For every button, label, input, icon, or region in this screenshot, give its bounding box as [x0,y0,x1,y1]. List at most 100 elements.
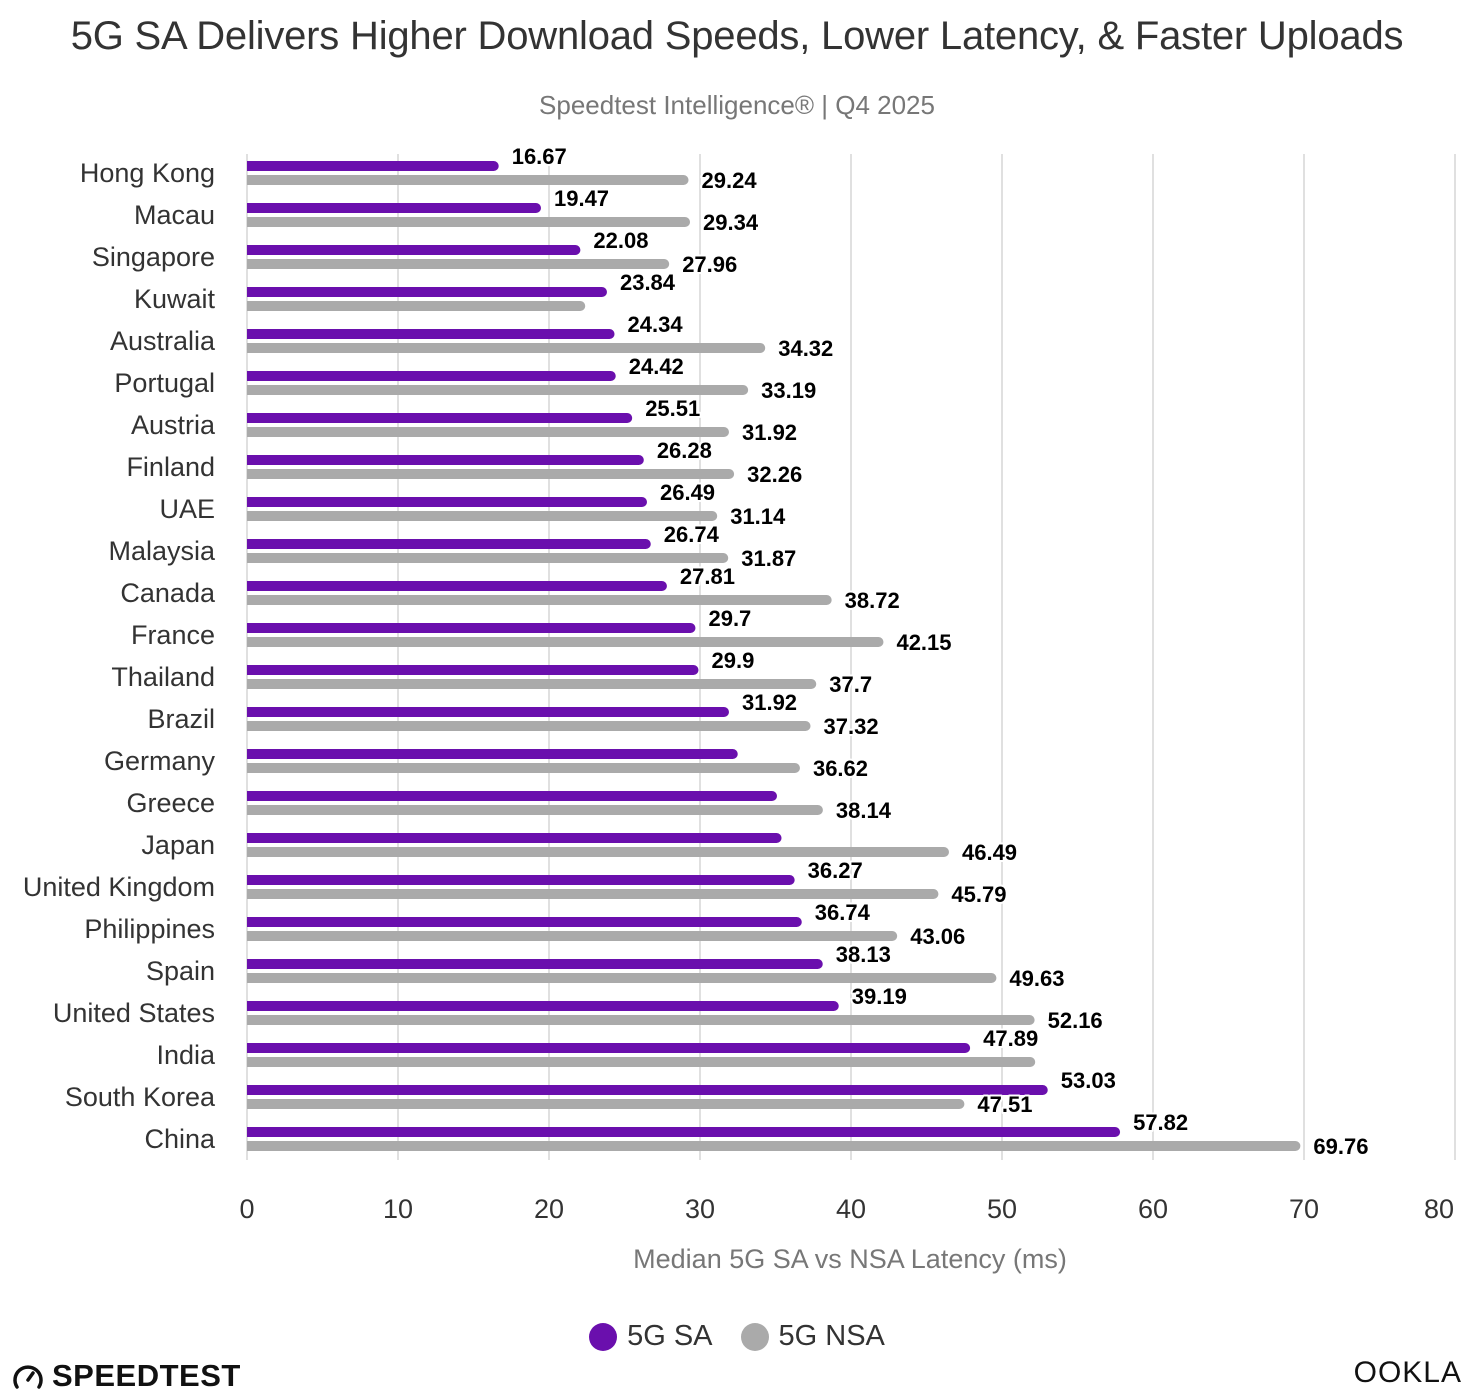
category-label: Austria [131,410,216,440]
bar-5g-sa[interactable] [247,1085,1048,1095]
speedometer-icon [13,1365,43,1389]
bar-5g-sa[interactable] [247,539,651,549]
category-label: Hong Kong [80,158,215,188]
bar-5g-sa[interactable] [247,287,607,297]
bar-5g-nsa[interactable] [247,679,817,689]
bar-5g-nsa-base [247,301,257,311]
bar-5g-sa[interactable] [247,1043,971,1053]
bar-5g-nsa[interactable] [247,217,691,227]
bar-5g-nsa-base [247,931,257,941]
value-label: 43.06 [910,924,965,949]
category-label: Philippines [84,914,215,944]
category-labels: Hong Kong Macau Singapore Kuwait Australia Po… [23,158,216,1154]
bar-5g-nsa[interactable] [247,889,939,899]
bar-5g-sa-base [247,1043,257,1053]
bar-5g-nsa[interactable] [247,511,718,521]
bar-5g-sa[interactable] [247,455,644,465]
bar-5g-sa[interactable] [247,413,633,423]
bar-5g-sa-base [247,455,257,465]
x-tick-label: 10 [383,1194,413,1224]
legend-marker-5g-sa-icon [589,1322,618,1351]
bar-5g-nsa-base [247,805,257,815]
category-label: Portugal [114,368,215,398]
x-tick-label: 70 [1289,1194,1319,1224]
x-tick-label: 20 [534,1194,564,1224]
value-label: 33.19 [761,378,816,403]
value-label: 29.24 [702,168,758,193]
bar-5g-sa[interactable] [247,917,802,927]
bar-5g-nsa[interactable] [247,301,586,311]
bar-5g-nsa[interactable] [247,847,949,857]
legend-item-5g-sa[interactable]: 5G SA [589,1320,713,1353]
x-tick-label: 0 [239,1194,254,1224]
bar-5g-sa[interactable] [247,203,541,213]
bar-5g-sa-base [247,329,257,339]
bar-5g-nsa[interactable] [247,553,729,563]
bar-5g-sa[interactable] [247,665,699,675]
bar-5g-nsa[interactable] [247,721,811,731]
x-axis-title: Median 5G SA vs NSA Latency (ms) [633,1244,1067,1274]
bar-5g-sa-base [247,917,257,927]
bar-5g-nsa[interactable] [247,427,729,437]
category-label: Thailand [111,662,215,692]
bar-5g-nsa[interactable] [247,931,898,941]
value-label: 26.28 [657,438,712,463]
bar-5g-sa[interactable] [247,371,616,381]
bar-5g-sa-base [247,539,257,549]
bar-5g-sa[interactable] [247,1001,839,1011]
bar-5g-sa-base [247,203,257,213]
bar-5g-sa[interactable] [247,707,729,717]
bar-5g-sa-base [247,833,257,843]
value-label: 29.34 [703,210,759,235]
bar-5g-nsa[interactable] [247,1057,1036,1067]
bar-5g-sa-base [247,1085,257,1095]
bar-5g-nsa[interactable] [247,1099,965,1109]
bar-5g-sa-base [247,287,257,297]
bar-5g-nsa[interactable] [247,259,670,269]
bar-5g-sa[interactable] [247,581,667,591]
category-label: Kuwait [134,284,216,314]
legend-item-5g-nsa[interactable]: 5G NSA [740,1320,885,1353]
bar-5g-sa-base [247,581,257,591]
bar-5g-sa[interactable] [247,161,499,171]
value-label: 69.76 [1313,1134,1368,1159]
bar-5g-sa-base [247,1127,257,1137]
bar-5g-nsa[interactable] [247,469,735,479]
bar-5g-sa[interactable] [247,791,778,801]
value-label: 36.62 [813,756,868,781]
bar-5g-sa[interactable] [247,749,738,759]
bar-5g-nsa[interactable] [247,637,884,647]
bar-5g-nsa-base [247,1015,257,1025]
value-label: 37.32 [824,714,879,739]
value-label: 34.32 [778,336,833,361]
bar-5g-nsa[interactable] [247,973,997,983]
bar-5g-sa[interactable] [247,329,615,339]
bar-5g-nsa[interactable] [247,805,823,815]
bar-5g-sa[interactable] [247,497,647,507]
bar-5g-nsa[interactable] [247,763,800,773]
bar-5g-nsa[interactable] [247,385,749,395]
bar-5g-nsa[interactable] [247,1141,1301,1151]
ookla-logo: OOKLA [1353,1356,1462,1389]
bar-5g-sa[interactable] [247,875,795,885]
bar-5g-nsa[interactable] [247,343,766,353]
bar-5g-sa-base [247,875,257,885]
value-label: 16.67 [512,144,567,169]
category-label: Canada [120,578,216,608]
bar-5g-sa[interactable] [247,1127,1121,1137]
bar-5g-nsa[interactable] [247,175,689,185]
bar-5g-nsa[interactable] [247,595,832,605]
bar-5g-nsa-base [247,553,257,563]
bar-5g-sa[interactable] [247,959,823,969]
category-label: UAE [159,494,215,524]
value-label: 47.51 [977,1092,1032,1117]
bar-5g-nsa-base [247,595,257,605]
category-label: Australia [110,326,216,356]
value-label: 38.14 [836,798,892,823]
bar-5g-sa[interactable] [247,623,696,633]
bar-5g-nsa-base [247,679,257,689]
bar-5g-sa[interactable] [247,245,581,255]
bar-5g-nsa[interactable] [247,1015,1035,1025]
bar-5g-sa[interactable] [247,833,782,843]
value-label: 19.47 [554,186,609,211]
